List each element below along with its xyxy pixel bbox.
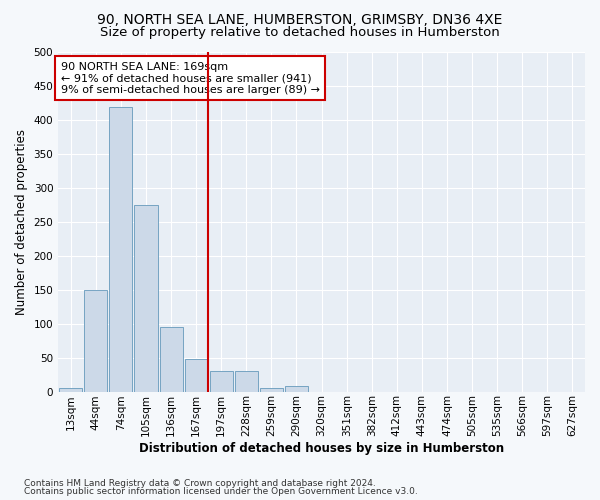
Text: Size of property relative to detached houses in Humberston: Size of property relative to detached ho… — [100, 26, 500, 39]
Text: 90 NORTH SEA LANE: 169sqm
← 91% of detached houses are smaller (941)
9% of semi-: 90 NORTH SEA LANE: 169sqm ← 91% of detac… — [61, 62, 320, 95]
Y-axis label: Number of detached properties: Number of detached properties — [15, 128, 28, 314]
Text: 90, NORTH SEA LANE, HUMBERSTON, GRIMSBY, DN36 4XE: 90, NORTH SEA LANE, HUMBERSTON, GRIMSBY,… — [97, 12, 503, 26]
Bar — [134, 204, 158, 392]
Bar — [185, 359, 208, 392]
Bar — [235, 371, 258, 392]
X-axis label: Distribution of detached houses by size in Humberston: Distribution of detached houses by size … — [139, 442, 504, 455]
Bar — [109, 108, 133, 392]
Bar — [260, 388, 283, 392]
Bar — [84, 290, 107, 392]
Bar — [209, 371, 233, 392]
Bar — [285, 386, 308, 392]
Text: Contains public sector information licensed under the Open Government Licence v3: Contains public sector information licen… — [24, 487, 418, 496]
Bar — [160, 327, 182, 392]
Text: Contains HM Land Registry data © Crown copyright and database right 2024.: Contains HM Land Registry data © Crown c… — [24, 478, 376, 488]
Bar — [59, 388, 82, 392]
